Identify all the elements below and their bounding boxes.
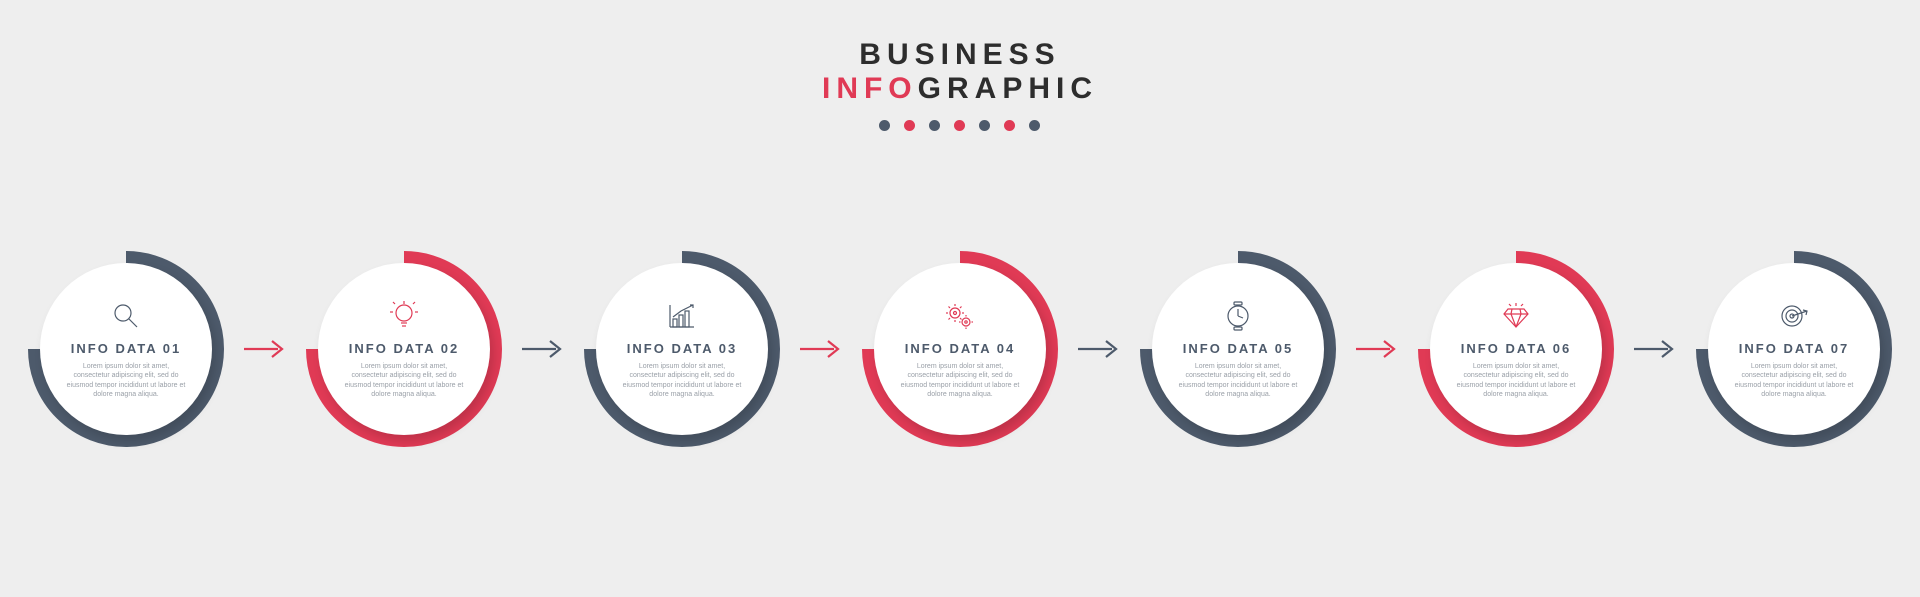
decor-dot [954, 120, 965, 131]
title-line-1: BUSINESS [822, 38, 1098, 72]
step: INFO DATA 02 Lorem ipsum dolor sit amet, … [306, 251, 502, 447]
chart-icon [665, 299, 699, 333]
decor-dot [1029, 120, 1040, 131]
step-body: Lorem ipsum dolor sit amet, consectetur … [1178, 362, 1298, 400]
step-body: Lorem ipsum dolor sit amet, consectetur … [900, 362, 1020, 400]
arrow-right-icon [1632, 337, 1678, 361]
step-title: INFO DATA 03 [627, 341, 737, 356]
step: INFO DATA 03 Lorem ipsum dolor sit amet, … [584, 251, 780, 447]
diamond-icon [1499, 299, 1533, 333]
arrow-right-icon [798, 337, 844, 361]
decor-dot [979, 120, 990, 131]
step-inner: INFO DATA 03 Lorem ipsum dolor sit amet, … [596, 263, 768, 435]
title-line-2-part2: GRAPHIC [918, 72, 1098, 105]
title-line-2-part1: INFO [822, 72, 918, 105]
step-title: INFO DATA 02 [349, 341, 459, 356]
step-inner: INFO DATA 01 Lorem ipsum dolor sit amet, … [40, 263, 212, 435]
step-body: Lorem ipsum dolor sit amet, consectetur … [1734, 362, 1854, 400]
step-title: INFO DATA 05 [1183, 341, 1293, 356]
step-body: Lorem ipsum dolor sit amet, consectetur … [66, 362, 186, 400]
step: INFO DATA 04 Lorem ipsum dolor sit amet, … [862, 251, 1058, 447]
decor-dots-row [822, 120, 1098, 131]
steps-row: INFO DATA 01 Lorem ipsum dolor sit amet, … [28, 251, 1892, 447]
step-inner: INFO DATA 04 Lorem ipsum dolor sit amet, … [874, 263, 1046, 435]
step: INFO DATA 01 Lorem ipsum dolor sit amet, … [28, 251, 224, 447]
step-body: Lorem ipsum dolor sit amet, consectetur … [344, 362, 464, 400]
step: INFO DATA 06 Lorem ipsum dolor sit amet, … [1418, 251, 1614, 447]
step-title: INFO DATA 01 [71, 341, 181, 356]
lightbulb-icon [387, 299, 421, 333]
decor-dot [929, 120, 940, 131]
title-line-2: INFOGRAPHIC [822, 72, 1098, 106]
decor-dot [879, 120, 890, 131]
step: INFO DATA 05 Lorem ipsum dolor sit amet, … [1140, 251, 1336, 447]
clock-icon [1221, 299, 1255, 333]
header: BUSINESS INFOGRAPHIC [822, 38, 1098, 131]
step-title: INFO DATA 06 [1461, 341, 1571, 356]
step-title: INFO DATA 07 [1739, 341, 1849, 356]
step-inner: INFO DATA 07 Lorem ipsum dolor sit amet, … [1708, 263, 1880, 435]
search-icon [109, 299, 143, 333]
step-body: Lorem ipsum dolor sit amet, consectetur … [622, 362, 742, 400]
step: INFO DATA 07 Lorem ipsum dolor sit amet, … [1696, 251, 1892, 447]
gears-icon [943, 299, 977, 333]
step-inner: INFO DATA 06 Lorem ipsum dolor sit amet, … [1430, 263, 1602, 435]
step-inner: INFO DATA 05 Lorem ipsum dolor sit amet, … [1152, 263, 1324, 435]
step-body: Lorem ipsum dolor sit amet, consectetur … [1456, 362, 1576, 400]
target-icon [1777, 299, 1811, 333]
arrow-right-icon [1354, 337, 1400, 361]
arrow-right-icon [242, 337, 288, 361]
decor-dot [904, 120, 915, 131]
step-inner: INFO DATA 02 Lorem ipsum dolor sit amet, … [318, 263, 490, 435]
step-title: INFO DATA 04 [905, 341, 1015, 356]
arrow-right-icon [1076, 337, 1122, 361]
arrow-right-icon [520, 337, 566, 361]
decor-dot [1004, 120, 1015, 131]
